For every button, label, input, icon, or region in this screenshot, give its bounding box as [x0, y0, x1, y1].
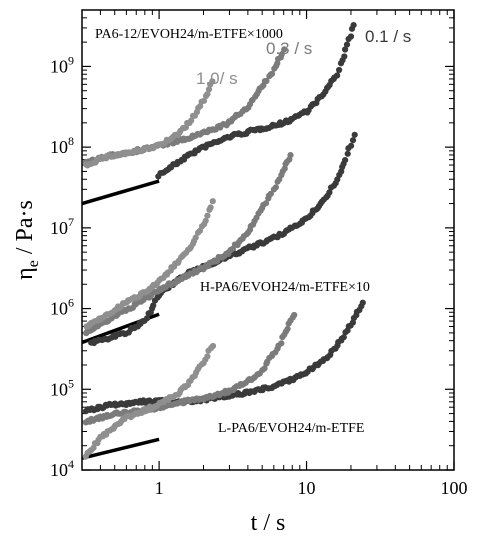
- data-point: [351, 131, 358, 138]
- x-axis-title: t / s: [251, 510, 286, 536]
- data-point: [347, 33, 355, 40]
- group-label-2: L-PA6/EVOH24/m-ETFE: [218, 421, 364, 436]
- y-tick-exponent: 9: [68, 53, 74, 67]
- y-tick-base: 10: [50, 137, 68, 157]
- y-tick-exponent: 7: [68, 215, 74, 229]
- data-point: [202, 217, 209, 224]
- data-point: [205, 86, 213, 93]
- data-point: [267, 190, 274, 197]
- lve-line-group-0: [81, 179, 160, 206]
- lve-line-group-2: [81, 437, 160, 460]
- y-axis-title: ηe / Pa·s: [12, 200, 42, 280]
- chart-labels: PA6-12/EVOH24/m-ETFE×1000 H-PA6/EVOH24/m-…: [95, 27, 411, 436]
- y-tick-label: 109: [50, 53, 74, 76]
- data-point: [278, 340, 285, 347]
- data-point: [281, 165, 288, 172]
- data-point: [342, 157, 349, 164]
- data-point: [192, 234, 199, 241]
- data-point: [287, 152, 294, 159]
- data-point: [209, 78, 216, 85]
- data-points: [82, 22, 366, 460]
- y-tick-base: 10: [50, 56, 68, 76]
- y-tick-label: 106: [50, 296, 74, 319]
- y-tick-base: 10: [50, 218, 68, 238]
- data-point: [281, 46, 288, 53]
- y-tick-exponent: 8: [68, 134, 74, 148]
- data-point: [207, 204, 214, 211]
- data-point: [209, 198, 216, 205]
- y-axis-units: / Pa·s: [12, 200, 38, 260]
- data-point: [143, 315, 151, 322]
- data-point: [334, 72, 341, 79]
- data-point: [261, 365, 268, 372]
- data-point: [204, 212, 211, 219]
- data-point: [263, 77, 270, 85]
- y-tick-exponent: 4: [68, 457, 74, 471]
- y-tick-label: 104: [50, 457, 74, 480]
- group-label-0: PA6-12/EVOH24/m-ETFE×1000: [95, 27, 283, 42]
- y-axis-eta: η: [12, 267, 38, 280]
- y-tick-base: 10: [50, 379, 68, 399]
- data-point: [204, 353, 211, 360]
- data-point: [359, 299, 366, 306]
- data-point: [342, 46, 349, 53]
- y-tick-label: 105: [50, 376, 74, 399]
- rate-label: 1.0/ s: [196, 69, 238, 88]
- y-tick-exponent: 5: [68, 376, 74, 390]
- data-point: [272, 184, 279, 191]
- data-point: [278, 51, 285, 58]
- data-point: [336, 66, 343, 74]
- x-tick-label: 1: [155, 478, 164, 498]
- data-point: [200, 97, 208, 104]
- data-point: [340, 334, 347, 341]
- data-point: [209, 342, 217, 350]
- data-point: [204, 91, 211, 98]
- rate-label: 0.1 / s: [365, 27, 411, 46]
- rate-label: 0.3 / s: [266, 39, 312, 58]
- data-point: [343, 41, 351, 48]
- data-point: [150, 302, 157, 309]
- y-tick-label: 107: [50, 215, 74, 238]
- y-tick-label: 108: [50, 134, 74, 157]
- data-point: [344, 150, 351, 157]
- x-tick-label: 100: [441, 478, 468, 498]
- data-point: [349, 137, 357, 144]
- x-tick-label: 10: [298, 478, 316, 498]
- data-point: [268, 70, 276, 77]
- data-point: [348, 142, 355, 149]
- data-point: [291, 311, 298, 319]
- y-tick-base: 10: [50, 299, 68, 319]
- data-point: [341, 53, 348, 60]
- data-point: [262, 200, 270, 207]
- y-tick-base: 10: [50, 460, 68, 480]
- y-axis-eta-subscript: e: [25, 260, 42, 267]
- data-point: [284, 325, 291, 332]
- data-point: [326, 189, 333, 196]
- y-tick-exponent: 6: [68, 296, 74, 310]
- group-label-1: H-PA6/EVOH24/m-ETFE×10: [200, 280, 370, 295]
- data-point: [188, 117, 195, 124]
- data-point: [350, 22, 357, 29]
